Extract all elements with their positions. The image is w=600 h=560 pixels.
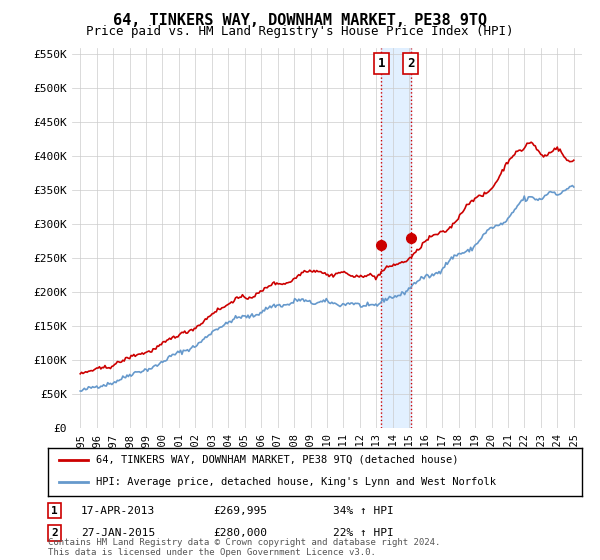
Text: £269,995: £269,995 [213, 506, 267, 516]
Text: 2: 2 [407, 57, 415, 70]
Text: 22% ↑ HPI: 22% ↑ HPI [333, 528, 394, 538]
Text: 2: 2 [51, 528, 58, 538]
Text: 1: 1 [51, 506, 58, 516]
Text: HPI: Average price, detached house, King's Lynn and West Norfolk: HPI: Average price, detached house, King… [96, 477, 496, 487]
Bar [381, 48, 410, 428]
Text: Contains HM Land Registry data © Crown copyright and database right 2024.
This d: Contains HM Land Registry data © Crown c… [48, 538, 440, 557]
Text: 27-JAN-2015: 27-JAN-2015 [81, 528, 155, 538]
Text: 64, TINKERS WAY, DOWNHAM MARKET, PE38 9TQ (detached house): 64, TINKERS WAY, DOWNHAM MARKET, PE38 9T… [96, 455, 458, 465]
Text: 64, TINKERS WAY, DOWNHAM MARKET, PE38 9TQ: 64, TINKERS WAY, DOWNHAM MARKET, PE38 9T… [113, 13, 487, 29]
Text: £280,000: £280,000 [213, 528, 267, 538]
Text: 1: 1 [377, 57, 385, 70]
Text: Price paid vs. HM Land Registry's House Price Index (HPI): Price paid vs. HM Land Registry's House … [86, 25, 514, 38]
Text: 17-APR-2013: 17-APR-2013 [81, 506, 155, 516]
Text: 34% ↑ HPI: 34% ↑ HPI [333, 506, 394, 516]
